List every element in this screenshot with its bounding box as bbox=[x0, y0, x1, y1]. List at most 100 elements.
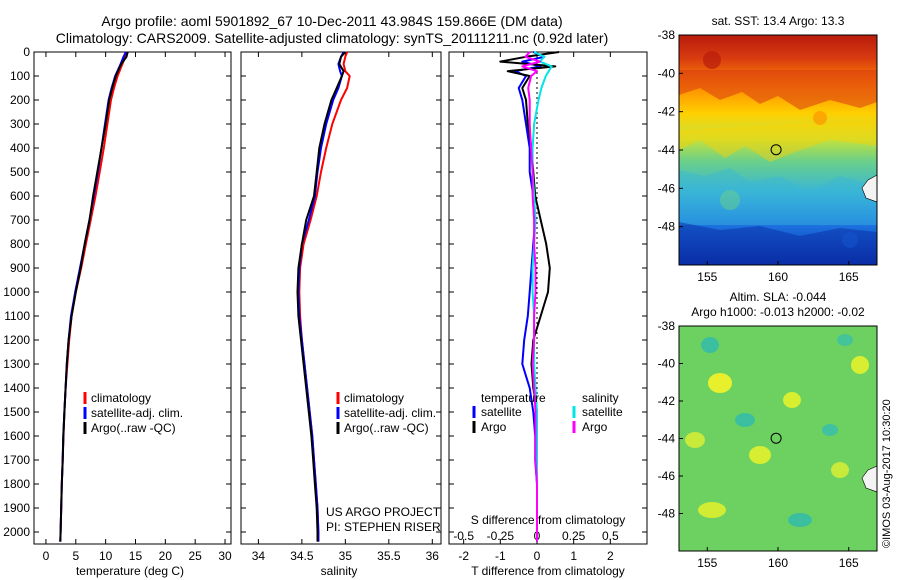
map-lat-label: -38 bbox=[658, 28, 676, 42]
temperature-xlabel: temperature (deg C) bbox=[76, 564, 184, 578]
difference-depth-ticks bbox=[449, 51, 647, 533]
map-lon-label: 160 bbox=[768, 556, 788, 570]
y-tick-label: 2000 bbox=[3, 525, 30, 539]
y-tick-label: 1600 bbox=[3, 429, 30, 443]
map-lat-label: -38 bbox=[658, 319, 676, 333]
map-lat-label: -48 bbox=[658, 220, 676, 234]
y-tick-label: 100 bbox=[10, 69, 30, 83]
difference-legend: temperature salinity satellite Argo sate… bbox=[472, 391, 623, 434]
x-tick-label: 35 bbox=[339, 549, 353, 563]
x-tick-label: 36 bbox=[426, 549, 440, 563]
temperature-axes-frame bbox=[33, 51, 232, 545]
y-tick-label: 1200 bbox=[3, 333, 30, 347]
x-tick-label: 35.5 bbox=[377, 549, 401, 563]
salinity-diff-tick-label: -0.25 bbox=[487, 529, 515, 543]
series-line-argo-raw-qc- bbox=[59, 51, 129, 542]
y-tick-label: 1100 bbox=[4, 309, 30, 323]
header-line2: Climatology: CARS2009. Satellite-adjuste… bbox=[56, 30, 609, 46]
t-difference-label: T difference from climatology bbox=[471, 564, 625, 578]
header-line1: Argo profile: aoml 5901892_67 10-Dec-201… bbox=[101, 13, 562, 29]
legend-title-temperature: temperature bbox=[481, 391, 546, 405]
legend-label-temp-argo: Argo bbox=[481, 420, 507, 434]
salinity-depth-ticks bbox=[241, 51, 441, 533]
sst-map-ticks: -38 -40 -42 -44 -46 -48 155 160 165 bbox=[658, 28, 859, 284]
project-label: US ARGO PROJECT bbox=[326, 505, 441, 519]
map-lon-label: 155 bbox=[697, 556, 717, 570]
difference-axis-ticks: -2 -1 0 1 2 bbox=[458, 52, 614, 563]
sst-map-title: sat. SST: 13.4 Argo: 13.3 bbox=[712, 14, 845, 28]
map-lat-label: -46 bbox=[658, 181, 676, 195]
x-tick-label: 5 bbox=[72, 549, 79, 563]
x-tick-label: 15 bbox=[129, 549, 143, 563]
x-tick-label: -1 bbox=[495, 549, 506, 563]
y-tick-label: 300 bbox=[10, 117, 30, 131]
legend-label-temp-satellite: satellite bbox=[481, 405, 522, 419]
legend-label-argo: Argo(..raw -QC) bbox=[91, 421, 176, 435]
salinity-diff-tick-label: -0.5 bbox=[453, 529, 474, 543]
x-tick-label: 34.5 bbox=[290, 549, 314, 563]
series-line-salinity-argo bbox=[521, 51, 541, 542]
temperature-legend: climatology satellite-adj. clim. Argo(..… bbox=[83, 391, 183, 435]
imos-credit: ©IMOS 03-Aug-2017 10:30:20 bbox=[881, 399, 893, 548]
x-tick-label: 34 bbox=[252, 549, 266, 563]
sla-map-title-line1: Altim. SLA: -0.044 bbox=[730, 290, 827, 304]
legend-label-sal-satellite: satellite bbox=[582, 405, 623, 419]
x-tick-label: 25 bbox=[189, 549, 203, 563]
y-tick-label: 700 bbox=[10, 213, 30, 227]
legend-label-satellite: satellite-adj. clim. bbox=[91, 406, 183, 420]
y-tick-label: 0 bbox=[23, 45, 30, 59]
sst-profile-marker bbox=[770, 144, 782, 156]
y-tick-label: 400 bbox=[10, 141, 30, 155]
x-tick-label: 0 bbox=[534, 549, 541, 563]
difference-axes-frame bbox=[448, 51, 648, 545]
sla-map-ticks: -38 -40 -42 -44 -46 -48 155 160 165 bbox=[658, 319, 859, 570]
sla-profile-marker bbox=[770, 432, 782, 444]
legend-label-satellite: satellite-adj. clim. bbox=[344, 406, 436, 420]
map-lon-label: 165 bbox=[839, 556, 859, 570]
s-difference-label: S difference from climatology bbox=[471, 513, 626, 527]
salinity-legend: climatology satellite-adj. clim. Argo(..… bbox=[336, 391, 436, 435]
salinity-diff-tick-label: 0.25 bbox=[562, 529, 586, 543]
y-tick-label: 1500 bbox=[3, 405, 30, 419]
difference-series bbox=[499, 51, 560, 544]
temperature-axis-ticks: 0 5 10 15 20 25 30 bbox=[43, 52, 232, 563]
temperature-series bbox=[59, 51, 129, 542]
y-tick-label: 1300 bbox=[3, 357, 30, 371]
x-tick-label: -2 bbox=[458, 549, 469, 563]
depth-axis-ticks: 0 100 200 300 400 500 600 700 800 900 1000 1100 1200… bbox=[3, 45, 231, 539]
x-tick-label: 1 bbox=[570, 549, 577, 563]
x-tick-label: 10 bbox=[99, 549, 113, 563]
salinity-diff-tick-label: 0.5 bbox=[602, 529, 619, 543]
sst-map-image bbox=[679, 35, 877, 265]
x-tick-label: 0 bbox=[43, 549, 50, 563]
map-lat-label: -48 bbox=[658, 507, 676, 521]
y-tick-label: 1900 bbox=[3, 501, 30, 515]
salinity-panel: 34 34.5 35 35.5 36 salinity climatology sate… bbox=[240, 51, 442, 578]
y-tick-label: 600 bbox=[10, 189, 30, 203]
y-tick-label: 1800 bbox=[3, 477, 30, 491]
pi-label: PI: STEPHEN RISER bbox=[326, 520, 441, 534]
legend-label-argo: Argo(..raw -QC) bbox=[344, 421, 429, 435]
x-tick-label: 20 bbox=[159, 549, 173, 563]
map-lon-label: 155 bbox=[697, 270, 717, 284]
map-lat-label: -46 bbox=[658, 469, 676, 483]
salinity-axis-ticks: 34 34.5 35 35.5 36 bbox=[252, 52, 440, 563]
sla-map-image bbox=[679, 326, 877, 551]
y-tick-label: 1000 bbox=[3, 285, 30, 299]
x-tick-label: 30 bbox=[218, 549, 232, 563]
x-tick-label: 2 bbox=[607, 549, 614, 563]
map-lat-label: -42 bbox=[658, 394, 676, 408]
map-lat-label: -40 bbox=[658, 66, 676, 80]
map-lat-label: -40 bbox=[658, 357, 676, 371]
difference-panel: -2 -1 0 1 2 -0.5 -0.25 0 0.25 0.5 S difference f… bbox=[448, 51, 648, 578]
legend-label-climatology: climatology bbox=[91, 391, 151, 405]
sst-map-panel: sat. SST: 13.4 Argo: 13.3 -38 -40 -42 -44 -4… bbox=[658, 14, 878, 284]
y-tick-label: 200 bbox=[10, 93, 30, 107]
sla-map-title-line2: Argo h1000: -0.013 h2000: -0.02 bbox=[691, 305, 865, 319]
y-tick-label: 1400 bbox=[3, 381, 30, 395]
y-tick-label: 500 bbox=[10, 165, 30, 179]
map-lat-label: -42 bbox=[658, 105, 676, 119]
legend-title-salinity: salinity bbox=[582, 391, 619, 405]
series-line-argo-raw-qc- bbox=[296, 51, 347, 542]
